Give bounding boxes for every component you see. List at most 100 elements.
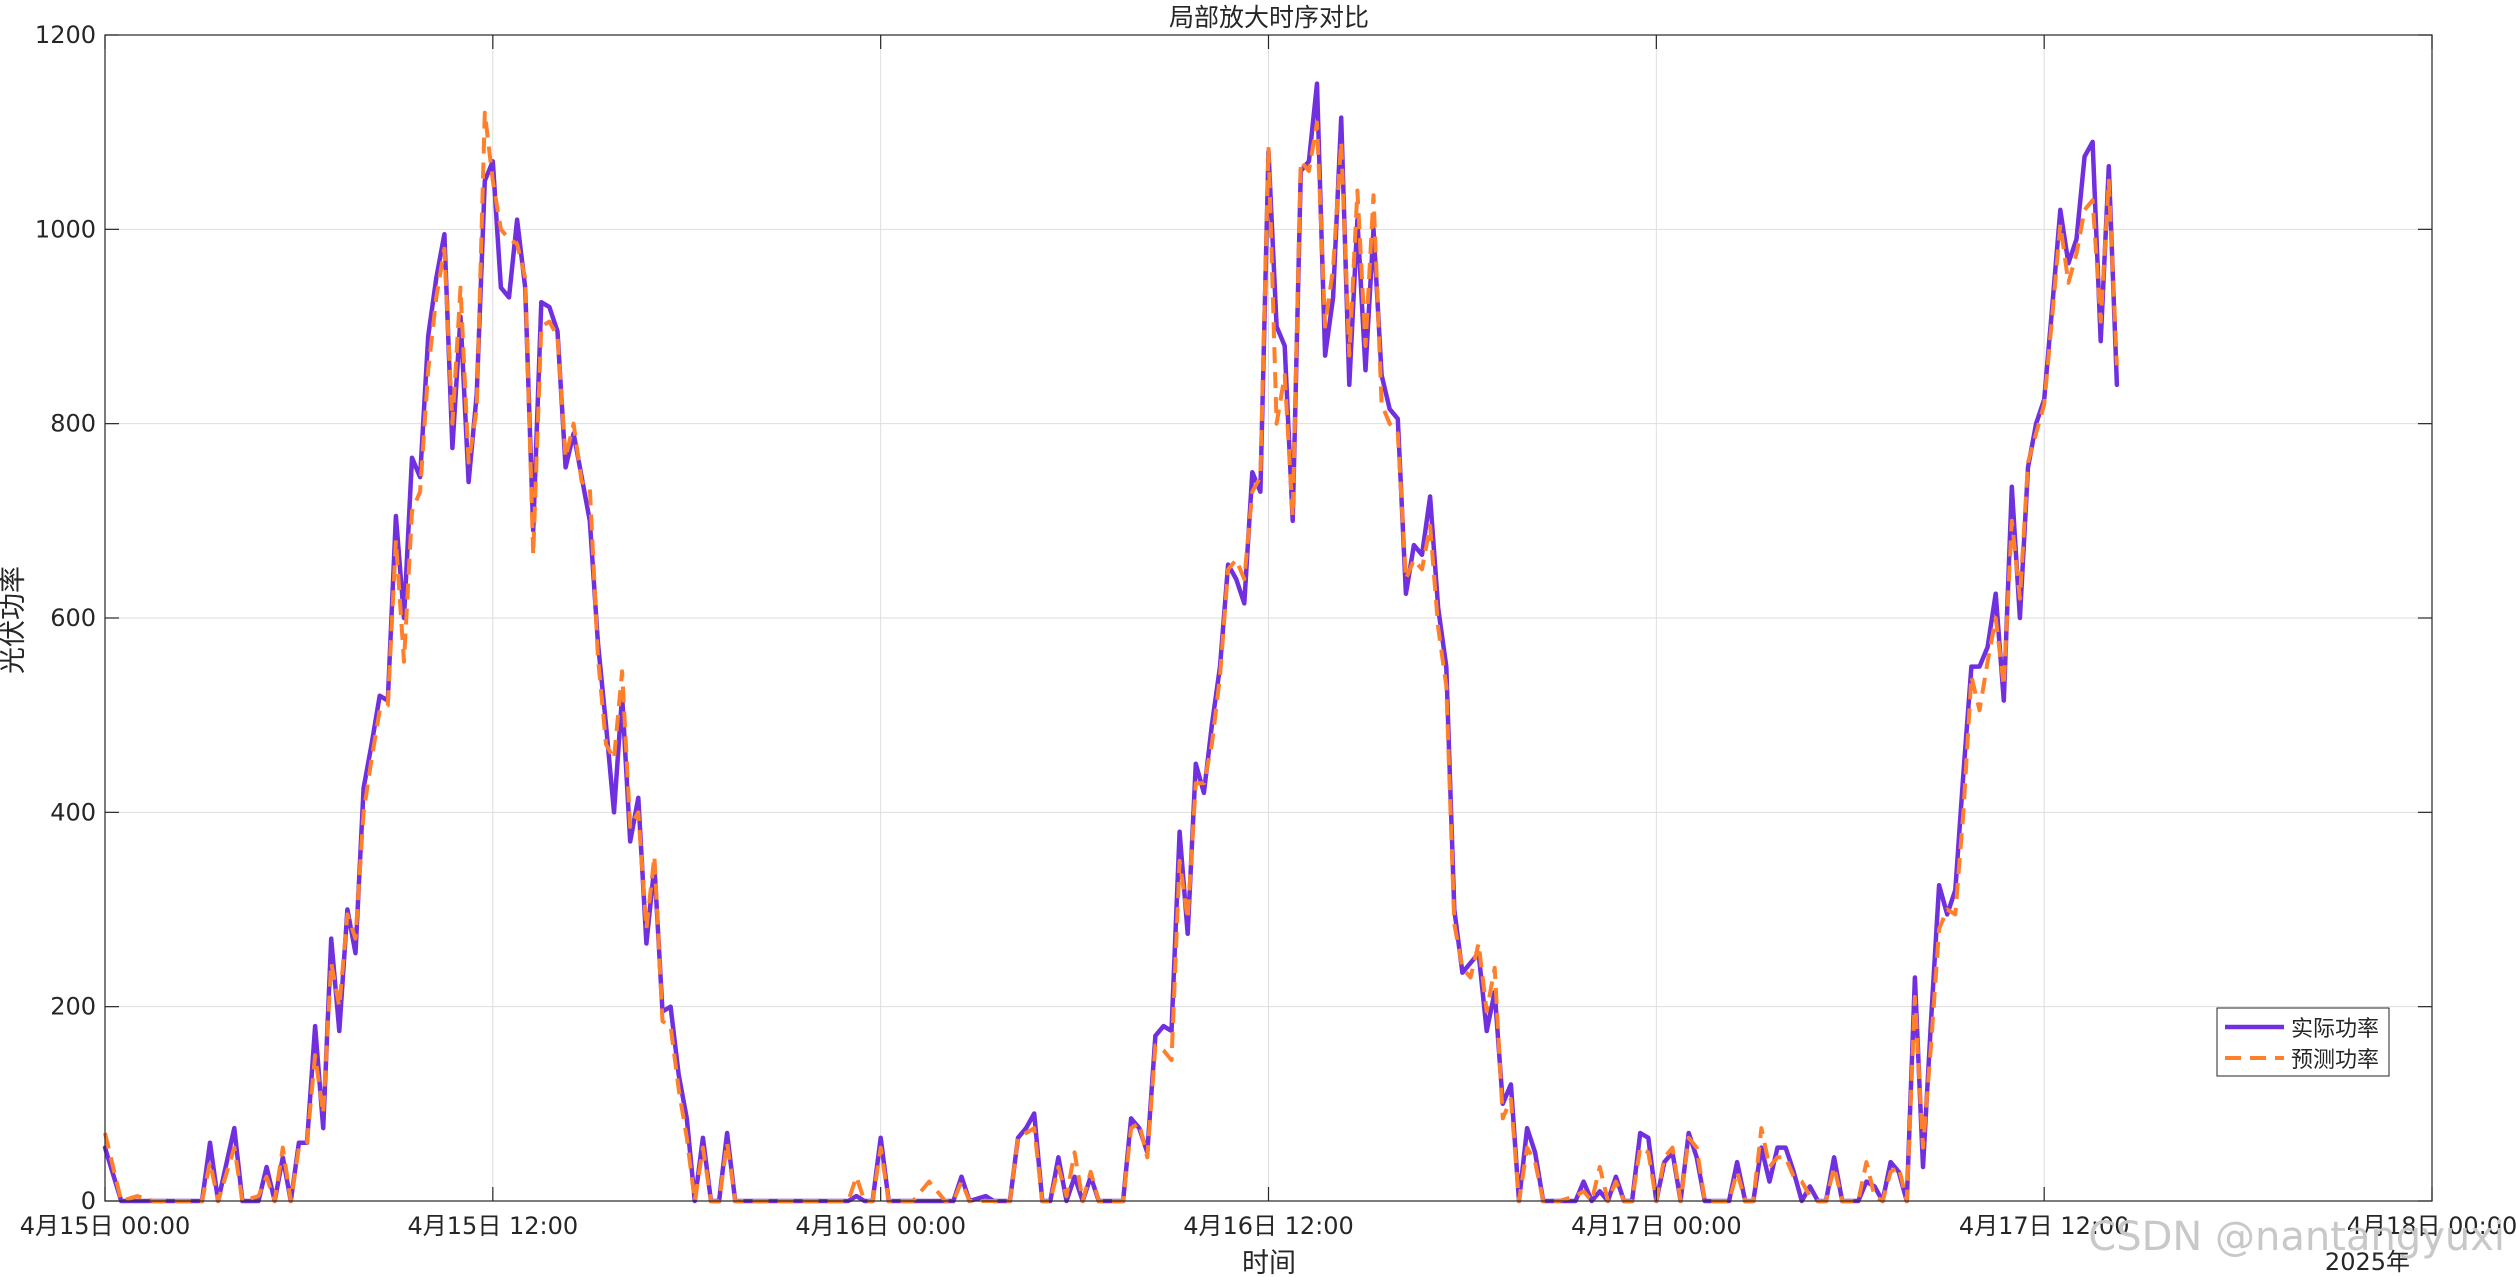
data-point-series-1	[1768, 1165, 1772, 1169]
data-point-series-1	[1420, 567, 1424, 571]
data-point-series-1	[1646, 1150, 1650, 1154]
data-point-series-1	[442, 247, 446, 251]
y-tick-label: 0	[81, 1187, 96, 1215]
data-point-series-0	[362, 786, 366, 790]
data-point-series-0	[1339, 116, 1343, 120]
data-point-series-1	[1258, 475, 1262, 479]
data-point-series-0	[1921, 1165, 1925, 1169]
data-point-series-1	[628, 825, 632, 829]
data-point-series-0	[612, 810, 616, 814]
data-point-series-0	[1784, 1146, 1788, 1150]
y-tick-label: 1000	[35, 215, 96, 243]
x-tick-label: 4月18日 00:00	[2347, 1212, 2516, 1240]
data-point-series-1	[232, 1146, 236, 1150]
y-tick-label: 800	[50, 410, 96, 438]
data-point-series-0	[1808, 1184, 1812, 1188]
data-point-series-0	[1331, 295, 1335, 299]
data-point-series-1	[281, 1146, 285, 1150]
data-point-series-0	[2010, 485, 2014, 489]
data-point-series-1	[1687, 1136, 1691, 1140]
data-point-series-1	[2066, 281, 2070, 285]
data-point-series-0	[467, 480, 471, 484]
data-point-series-1	[1937, 927, 1941, 931]
y-tick-label: 200	[50, 993, 96, 1021]
data-point-series-0	[1307, 159, 1311, 163]
data-point-series-1	[572, 422, 576, 426]
data-point-series-1	[564, 456, 568, 460]
data-point-series-0	[2107, 164, 2111, 168]
data-point-series-1	[2050, 315, 2054, 319]
data-point-series-1	[1792, 1175, 1796, 1179]
chart-title: 局部放大时序对比	[1169, 3, 1369, 32]
data-point-series-0	[539, 300, 543, 304]
data-point-series-0	[1412, 543, 1416, 547]
x-tick-label: 4月16日 00:00	[795, 1212, 966, 1240]
data-point-series-0	[1186, 932, 1190, 936]
data-point-series-0	[426, 334, 430, 338]
data-point-series-1	[1170, 1058, 1174, 1062]
data-point-series-1	[1347, 354, 1351, 358]
data-point-series-1	[1485, 1010, 1489, 1014]
data-point-series-0	[442, 232, 446, 236]
data-point-series-1	[1412, 558, 1416, 562]
data-point-series-1	[604, 742, 608, 746]
data-point-series-1	[661, 1019, 665, 1023]
data-point-series-0	[1969, 665, 1973, 669]
data-point-series-1	[450, 422, 454, 426]
data-point-series-0	[669, 1005, 673, 1009]
data-point-series-1	[2010, 519, 2014, 523]
data-point-series-1	[547, 320, 551, 324]
data-point-series-0	[564, 465, 568, 469]
data-point-series-0	[725, 1131, 729, 1135]
data-point-series-1	[1452, 922, 1456, 926]
data-point-series-1	[321, 1112, 325, 1116]
data-point-series-0	[1073, 1175, 1077, 1179]
data-point-series-1	[1945, 908, 1949, 912]
data-point-series-1	[1299, 159, 1303, 163]
data-point-series-0	[1776, 1146, 1780, 1150]
data-point-series-0	[1283, 344, 1287, 348]
data-point-series-1	[1016, 1136, 1020, 1140]
data-point-series-0	[1638, 1131, 1642, 1135]
data-point-series-1	[345, 912, 349, 916]
data-point-series-1	[1226, 567, 1230, 571]
data-point-series-1	[1323, 325, 1327, 329]
data-point-series-0	[1986, 645, 1990, 649]
data-point-series-0	[2083, 155, 2087, 159]
data-point-series-0	[1913, 976, 1917, 980]
data-point-series-1	[426, 368, 430, 372]
data-point-series-0	[547, 305, 551, 309]
data-point-series-1	[1574, 1194, 1578, 1198]
data-point-series-1	[2034, 431, 2038, 435]
legend-label-predicted: 预测功率	[2291, 1048, 2379, 1073]
data-point-series-1	[1864, 1160, 1868, 1164]
data-point-series-1	[685, 1136, 689, 1140]
data-point-series-1	[1073, 1150, 1077, 1154]
x-axis-label: 时间	[1242, 1248, 1296, 1277]
data-point-series-0	[1404, 592, 1408, 596]
data-point-series-1	[1145, 1155, 1149, 1159]
data-point-series-0	[1347, 383, 1351, 387]
x-axis-year-label: 2025年	[2325, 1248, 2410, 1276]
data-point-series-0	[1525, 1126, 1529, 1130]
data-point-series-0	[378, 694, 382, 698]
data-point-series-0	[450, 446, 454, 450]
data-point-series-0	[265, 1165, 269, 1169]
data-point-series-0	[2002, 699, 2006, 703]
data-point-series-1	[1873, 1194, 1877, 1198]
data-point-series-1	[523, 276, 527, 280]
data-point-series-1	[1638, 1146, 1642, 1150]
data-point-series-0	[1889, 1160, 1893, 1164]
data-point-series-1	[499, 227, 503, 231]
data-point-series-1	[434, 295, 438, 299]
data-point-series-1	[1671, 1146, 1675, 1150]
data-point-series-0	[208, 1141, 212, 1145]
data-point-series-0	[394, 514, 398, 518]
data-point-series-0	[854, 1194, 858, 1198]
y-tick-label: 1200	[35, 21, 96, 49]
data-point-series-1	[1929, 1044, 1933, 1048]
data-point-series-1	[370, 757, 374, 761]
data-point-series-1	[636, 810, 640, 814]
data-point-series-1	[1428, 524, 1432, 528]
